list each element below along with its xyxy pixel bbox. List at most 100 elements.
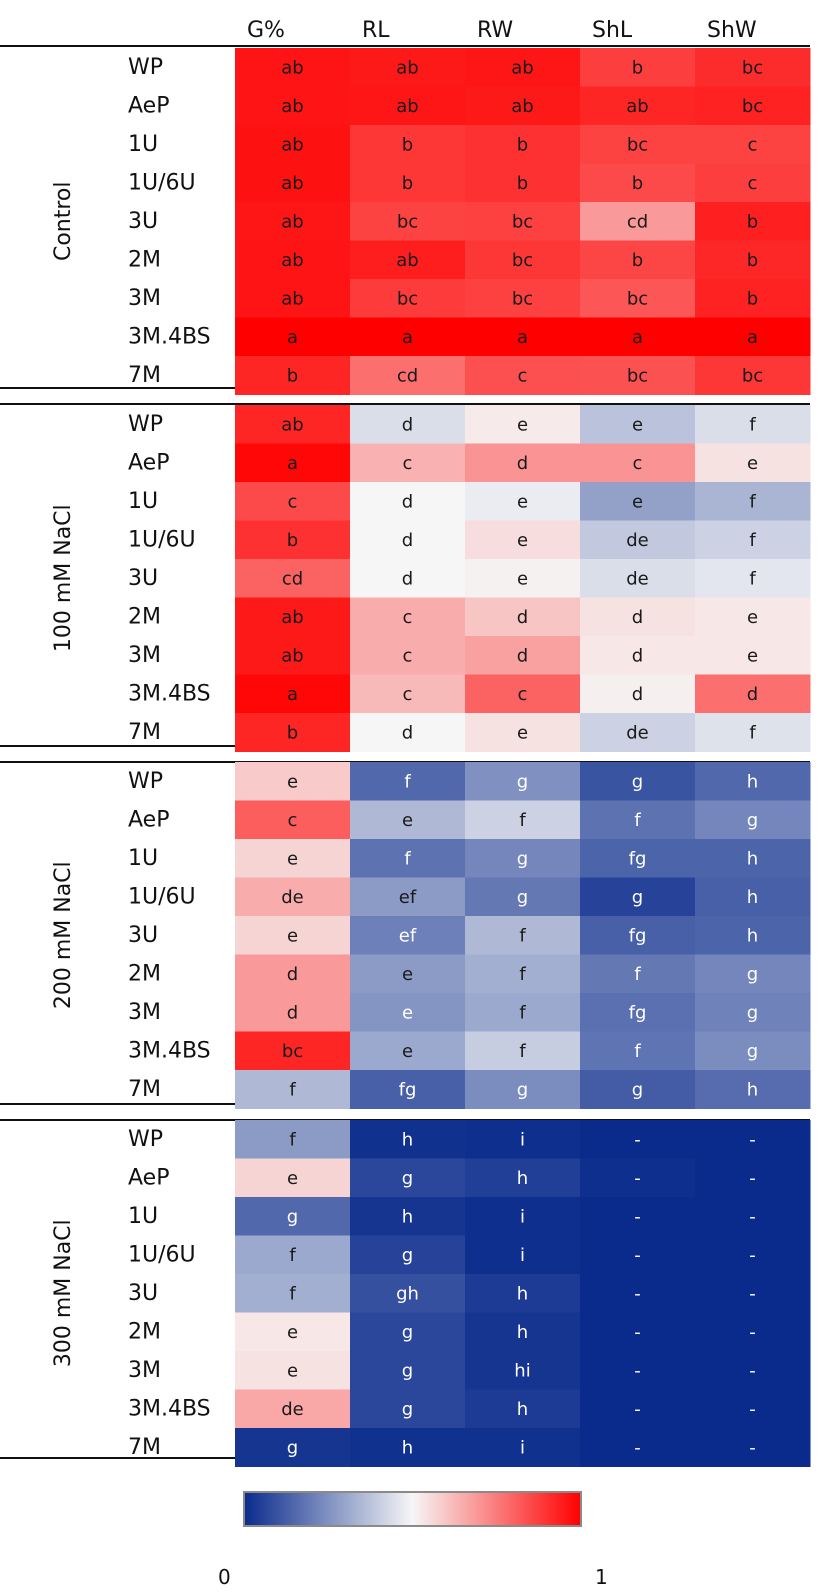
- cell-letter: b: [747, 211, 758, 232]
- heatmap-cell: [235, 674, 351, 714]
- heatmap-cell: [695, 279, 811, 318]
- heatmap-cell: [580, 1120, 696, 1159]
- cell-letter: b: [517, 173, 528, 194]
- cell-letter: f: [634, 810, 641, 831]
- cell-letter: ab: [511, 96, 533, 117]
- heatmap-cell: [235, 954, 351, 994]
- cell-letter: fg: [629, 925, 647, 946]
- cell-letter: g: [632, 887, 643, 908]
- cell-letter: b: [287, 365, 298, 386]
- cell-letter: de: [626, 568, 649, 589]
- heatmap-cell: [235, 1120, 351, 1159]
- heatmap-cell: [235, 1070, 351, 1109]
- heatmap-cell: [235, 597, 351, 637]
- heatmap-cell: [695, 202, 811, 241]
- cell-letter: g: [402, 1322, 413, 1343]
- cell-letter: i: [520, 1129, 525, 1150]
- heatmap-cell: [235, 1031, 351, 1071]
- cell-letter: d: [517, 607, 528, 628]
- cell-letter: bc: [397, 211, 418, 232]
- heatmap-cell: [695, 405, 811, 444]
- heatmap-cell: [235, 1428, 351, 1467]
- cell-letter: g: [517, 848, 528, 869]
- cell-letter: -: [634, 1206, 641, 1227]
- heatmap-cell: [235, 559, 351, 598]
- cell-letter: g: [517, 771, 528, 792]
- row-label: 3M.4BS: [128, 1039, 211, 1064]
- cell-letter: h: [402, 1437, 413, 1458]
- heatmap-cell: [465, 597, 581, 637]
- cell-letter: g: [632, 1079, 643, 1100]
- heatmap-cell: [465, 713, 581, 752]
- cell-letter: g: [287, 1437, 298, 1458]
- heatmap-cell: [580, 877, 696, 917]
- cell-letter: fg: [629, 1002, 647, 1023]
- cell-letter: f: [519, 1041, 526, 1062]
- heatmap-cell: [695, 1070, 811, 1109]
- color-scale-bar: [243, 1491, 582, 1527]
- cell-letter: c: [518, 365, 528, 386]
- cell-letter: a: [287, 453, 298, 474]
- heatmap-cell: [350, 636, 466, 675]
- cell-letter: bc: [742, 365, 763, 386]
- cell-letter: a: [287, 327, 298, 348]
- cell-letter: e: [402, 1041, 413, 1062]
- heatmap-cell: [465, 1197, 581, 1236]
- heatmap-cell: [465, 240, 581, 280]
- cell-letter: -: [749, 1168, 756, 1189]
- heatmap-cell: [695, 1197, 811, 1236]
- heatmap-cell: [350, 240, 466, 280]
- heatmap-cell: [580, 520, 696, 560]
- heatmap-cell: [235, 713, 351, 752]
- heatmap-cell: [235, 405, 351, 444]
- heatmap-cell: [465, 1235, 581, 1275]
- heatmap-cell: [465, 48, 581, 87]
- row-label: 3U: [128, 209, 158, 234]
- heatmap-cell: [695, 1351, 811, 1390]
- cell-letter: -: [749, 1399, 756, 1420]
- cell-letter: d: [402, 491, 413, 512]
- cell-letter: b: [632, 57, 643, 78]
- cell-letter: f: [289, 1079, 296, 1100]
- heatmap-cell: [695, 1312, 811, 1352]
- heatmap-cell: [465, 636, 581, 675]
- cell-letter: f: [749, 530, 756, 551]
- heatmap-cell: [235, 482, 351, 521]
- heatmap-cell: [465, 202, 581, 241]
- row-label: WP: [128, 55, 163, 80]
- block-label: 300 mM NaCl: [51, 1219, 76, 1367]
- cell-letter: h: [747, 887, 758, 908]
- row-label: 7M: [128, 1435, 161, 1460]
- heatmap-cell: [580, 839, 696, 878]
- cell-letter: d: [402, 568, 413, 589]
- color-scale-legend: 0 1: [218, 1491, 608, 1589]
- heatmap-cell: [695, 762, 811, 801]
- row-label: 7M: [128, 363, 161, 388]
- heatmap-cell: [235, 839, 351, 878]
- cell-letter: de: [626, 722, 649, 743]
- cell-letter: -: [749, 1129, 756, 1150]
- cell-letter: c: [288, 491, 298, 512]
- row-label: 3M: [128, 1358, 161, 1383]
- cell-letter: f: [519, 1002, 526, 1023]
- cell-letter: d: [632, 645, 643, 666]
- heatmap-cell: [695, 356, 811, 395]
- heatmap-cell: [350, 597, 466, 637]
- heatmap-cell: [350, 916, 466, 955]
- row-label: 2M: [128, 605, 161, 630]
- cell-letter: e: [287, 925, 298, 946]
- heatmap-cell: [350, 800, 466, 840]
- cell-letter: ab: [281, 211, 303, 232]
- cell-letter: cd: [627, 211, 648, 232]
- heatmap-cell: [580, 597, 696, 637]
- row-label: AeP: [128, 1166, 169, 1191]
- cell-letter: i: [520, 1206, 525, 1227]
- cell-letter: b: [402, 134, 413, 155]
- cell-letter: ab: [281, 134, 303, 155]
- heatmap-cell: [465, 916, 581, 955]
- heatmap-cell: [350, 559, 466, 598]
- heatmap-cell: [350, 482, 466, 521]
- heatmap-cell: [695, 559, 811, 598]
- cell-letter: bc: [627, 365, 648, 386]
